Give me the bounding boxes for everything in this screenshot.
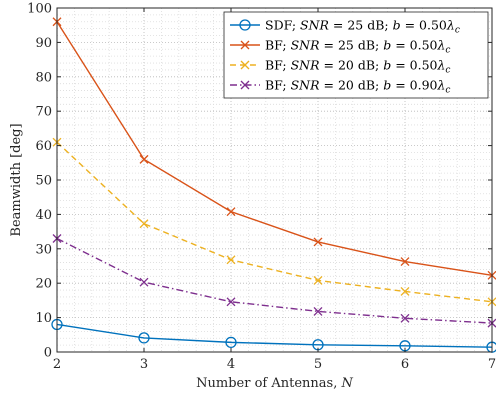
data-point [226, 207, 236, 217]
data-point-stroke [226, 297, 236, 307]
data-point-stroke [313, 237, 323, 247]
legend-label-part: = 0.50 [391, 38, 437, 53]
legend-label-part: = 0.50 [391, 58, 437, 73]
data-point-stroke [400, 286, 410, 296]
legend-label-part: = 25 dB; [329, 18, 393, 33]
x-tick-label: 7 [488, 357, 496, 372]
data-point [225, 336, 237, 349]
y-tick-label: 40 [35, 208, 52, 223]
y-tick-label: 0 [44, 346, 52, 361]
x-tick-label: 6 [401, 357, 409, 372]
legend-label-part: BF; [265, 38, 291, 53]
y-tick-label: 30 [35, 242, 52, 257]
legend-label: BF; SNR = 20 dB; b = 0.50λc [265, 58, 450, 76]
legend-label-part: = 0.50 [401, 18, 447, 33]
legend-label: BF; SNR = 25 dB; b = 0.50λc [265, 38, 450, 56]
data-point-stroke [226, 255, 236, 265]
legend-label-part: SNR [291, 78, 320, 93]
data-point [138, 332, 150, 344]
legend-box [223, 11, 489, 99]
y-tick-label: 50 [35, 174, 52, 189]
x-axis-label: Number of Antennas, N [196, 376, 353, 391]
legend-label-part: b [383, 38, 391, 53]
legend-label-part: SNR [291, 38, 320, 53]
y-tick-label: 90 [35, 36, 52, 51]
legend-label-part: λ [436, 38, 445, 53]
data-point [226, 297, 236, 307]
series-line [56, 323, 493, 348]
x-tick-label: 2 [53, 357, 61, 372]
data-point-stroke [313, 275, 323, 285]
y-tick-label: 20 [35, 277, 52, 292]
data-point [239, 19, 251, 31]
x-axis-label-var: N [340, 376, 353, 391]
data-point-stroke [139, 277, 149, 287]
legend-label-part: b [383, 78, 391, 93]
data-point-stroke [400, 257, 410, 266]
y-tick-label: 80 [35, 70, 52, 85]
legend-label-part: = 0.90 [391, 78, 437, 93]
y-tick-label: 10 [35, 311, 52, 326]
legend-label-part: c [455, 26, 460, 36]
x-axis-label-text: Number of Antennas, [196, 376, 341, 391]
legend-label: SDF; SNR = 25 dB; b = 0.50λc [265, 18, 460, 36]
series-layer [51, 17, 496, 353]
legend-label-part: λ [436, 78, 445, 93]
data-point [240, 80, 250, 90]
data-point [313, 237, 323, 247]
data-point-stroke [313, 306, 323, 316]
y-tick-label: 100 [27, 2, 52, 17]
legend-label-part: b [383, 58, 391, 73]
legend-entry: SDF; SNR = 25 dB; b = 0.50λc [230, 18, 460, 36]
data-point [400, 286, 410, 296]
data-point-stroke [139, 219, 149, 229]
data-point [313, 306, 323, 316]
legend-label-part: SNR [291, 58, 320, 73]
legend-label-part: b [393, 18, 401, 33]
legend-label-part: c [445, 66, 450, 76]
y-tick-label: 60 [35, 139, 52, 154]
legend-entry: BF; SNR = 25 dB; b = 0.50λc [230, 38, 450, 56]
y-tick-label: 70 [35, 105, 52, 120]
legend-label-part: = 25 dB; [320, 38, 384, 53]
data-point [400, 313, 410, 323]
data-point [226, 255, 236, 265]
legend-label-part: λ [436, 58, 445, 73]
y-axis-label: Beamwidth [deg] [9, 123, 24, 236]
data-point [139, 154, 149, 164]
data-point-stroke [240, 80, 250, 90]
data-point-stroke [240, 60, 250, 70]
x-tick-label: 4 [227, 357, 235, 372]
data-point-stroke [240, 40, 250, 50]
data-point [139, 219, 149, 229]
data-point [240, 40, 250, 50]
legend-label-part: = 20 dB; [320, 58, 384, 73]
data-point [240, 60, 250, 70]
x-tick-label: 5 [314, 357, 322, 372]
legend-label-part: BF; [265, 78, 291, 93]
legend-label-part: = 20 dB; [320, 78, 384, 93]
legend-entry: BF; SNR = 20 dB; b = 0.90λc [230, 78, 450, 96]
legend-label-part: λ [446, 18, 455, 33]
x-tick-label: 3 [140, 357, 148, 372]
legend-label-part: SDF; [265, 18, 300, 33]
legend-label-part: BF; [265, 58, 291, 73]
series-line [56, 21, 493, 276]
series-line [56, 141, 493, 303]
data-point [400, 257, 410, 266]
legend-label-part: c [445, 46, 450, 56]
data-point [313, 275, 323, 285]
legend-label-part: SNR [300, 18, 329, 33]
data-point-stroke [226, 207, 236, 217]
legend-entry: BF; SNR = 20 dB; b = 0.50λc [230, 58, 450, 76]
data-point-stroke [400, 313, 410, 323]
data-point [139, 277, 149, 287]
legend-label-part: c [445, 86, 450, 96]
data-point-stroke [139, 154, 149, 164]
axis-ticks [56, 7, 493, 353]
legend-label: BF; SNR = 20 dB; b = 0.90λc [265, 78, 450, 96]
